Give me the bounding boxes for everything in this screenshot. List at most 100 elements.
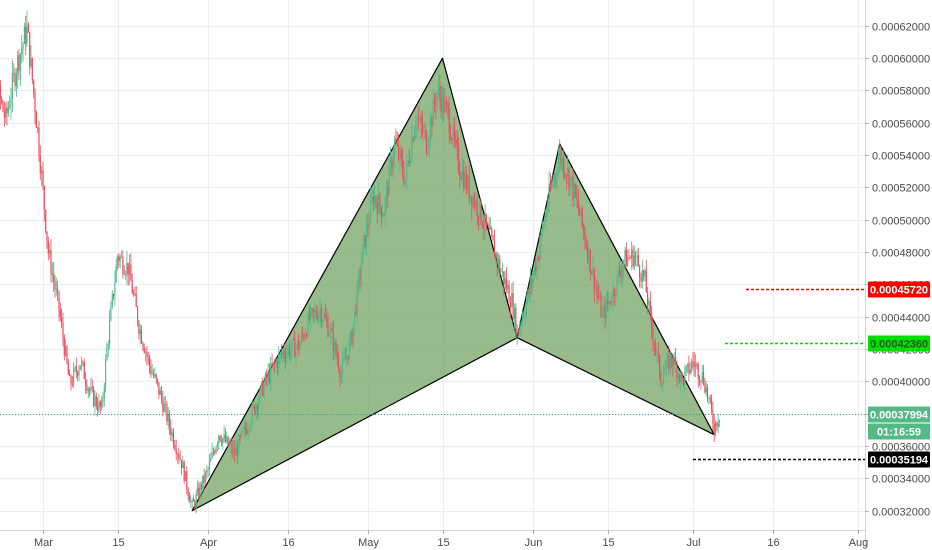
candle-body (436, 90, 438, 106)
candle-body (286, 352, 288, 359)
candle-body (363, 235, 365, 245)
candle-body (714, 422, 717, 434)
y-tick-label: 0.00054000 (872, 151, 930, 163)
candle-body (476, 200, 478, 216)
candle-body (211, 451, 213, 458)
candle-body (14, 72, 16, 86)
candle-body (240, 431, 242, 437)
candle-body (625, 249, 627, 267)
candle-body (472, 198, 474, 207)
candle-body (473, 198, 476, 208)
candle-body (114, 282, 116, 296)
candle-body (577, 200, 579, 210)
candle-body (186, 471, 188, 489)
candle-body (371, 196, 373, 200)
candle-body (194, 501, 196, 507)
candle-body (509, 301, 511, 307)
candle-body (655, 345, 657, 352)
candle-body (323, 314, 325, 320)
candle-body (302, 334, 304, 336)
candle-body (87, 389, 89, 391)
candle-body (271, 363, 273, 367)
candle-body (400, 150, 402, 159)
candle-body (616, 274, 618, 295)
candle-body (362, 244, 364, 265)
candle-body (687, 363, 689, 367)
candle-body (445, 101, 448, 104)
candle-body (183, 461, 185, 482)
candle-body (699, 378, 701, 381)
time-axis[interactable]: Mar 15 Apr 16 May 15 Jun 15 Jul 16 Aug (34, 530, 868, 549)
candle-body (247, 429, 249, 434)
candle-body (334, 341, 336, 351)
candle-body (378, 194, 380, 214)
candle-body (370, 199, 372, 223)
candle-body (77, 372, 79, 376)
candle-body (176, 454, 179, 455)
candle-body (633, 255, 635, 267)
candle-body (113, 294, 115, 296)
candle-body (583, 225, 585, 233)
candle-body (712, 409, 714, 424)
candle-body (238, 436, 240, 455)
candle-body (701, 372, 703, 382)
candle-body (58, 291, 60, 310)
candle-body (198, 487, 200, 497)
candle-body (652, 328, 654, 342)
candle-body (212, 451, 215, 453)
candle-body (55, 288, 57, 290)
price-axis[interactable]: 0.000320000.000340000.000360000.00038000… (865, 22, 930, 519)
candle-body (154, 374, 156, 377)
candle-body (342, 360, 344, 374)
candle-body (440, 97, 442, 113)
candle-body (284, 355, 286, 359)
x-tick-label: May (358, 537, 379, 549)
candle-body (556, 174, 558, 176)
candle-body (179, 458, 181, 460)
candle-body (246, 429, 248, 434)
candle-body (152, 373, 155, 377)
candle-body (306, 334, 308, 336)
candle-body (71, 383, 73, 385)
candle-body (418, 117, 420, 120)
candle-body (190, 500, 192, 503)
candle-body (330, 328, 332, 335)
candle-body (234, 448, 236, 456)
candle-body (394, 138, 396, 157)
candle-body (512, 293, 514, 319)
candle-body (421, 124, 424, 133)
candle-body (580, 208, 582, 216)
candle-body (709, 397, 711, 399)
candle-body (99, 401, 101, 407)
candle-body (144, 351, 147, 353)
candle-body (529, 279, 531, 293)
candle-body (129, 264, 131, 276)
candle-body (122, 256, 124, 273)
candle-body (9, 106, 11, 108)
candle-body (627, 257, 629, 267)
candle-body (178, 454, 180, 459)
candle-body (379, 194, 381, 207)
candle-body (130, 264, 132, 281)
candle-body (151, 373, 153, 374)
candle-body (171, 432, 173, 436)
candle-body (516, 329, 518, 335)
candle-body (713, 423, 715, 434)
level-tag-black: 0.00035194 (870, 455, 929, 467)
candle-body (460, 176, 462, 180)
candle-body (681, 373, 683, 379)
candle-body (547, 205, 549, 213)
candle-body (73, 368, 75, 384)
candle-body (513, 307, 515, 319)
candle-body (551, 183, 553, 189)
candle-body (673, 356, 675, 366)
candle-body (536, 257, 538, 271)
candle-body (10, 99, 12, 107)
candle-body (384, 198, 386, 217)
candle-body (2, 101, 4, 112)
price-levels (0, 288, 865, 461)
candle-body (279, 352, 281, 355)
candle-body (172, 432, 175, 445)
candle-body (452, 126, 454, 141)
